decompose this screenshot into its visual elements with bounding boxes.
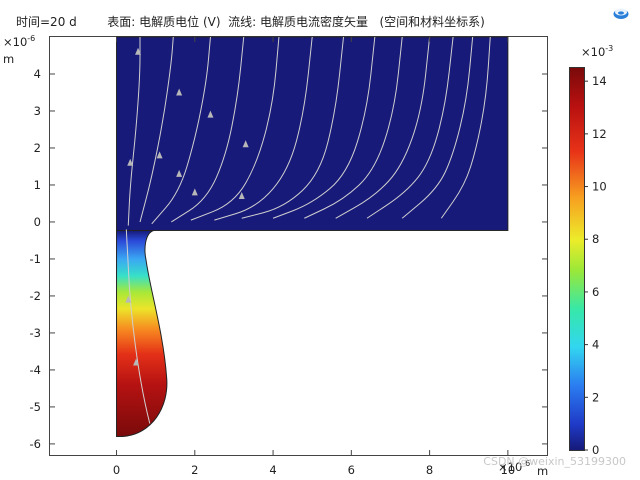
y-tick-label: -6 [30, 437, 41, 451]
streamline [304, 36, 403, 219]
y-axis-ticks: -6 -5 -4 -3 -2 -1 0 1 2 3 4 [30, 67, 547, 451]
y-unit-label: m [3, 52, 14, 66]
streamline [366, 36, 454, 219]
streamline [241, 36, 345, 219]
colorbar [569, 67, 585, 451]
streamline-arrow [156, 151, 163, 159]
x-scale-label: ×10-6 [498, 459, 530, 474]
notch-electrolyte-region [116, 229, 168, 438]
streamline-arrow [133, 358, 140, 366]
x-tick-label: 4 [269, 463, 276, 477]
streamline [190, 36, 280, 221]
y-tick-label: 2 [34, 141, 41, 155]
surface-label: 表面: 电解质电位 (V) [107, 15, 221, 29]
x-tick-label: 2 [191, 463, 198, 477]
colorbar-tick-label: 4 [592, 338, 599, 352]
streamline [125, 229, 151, 424]
colorbar-tick-label: 14 [592, 74, 607, 88]
x-tick-label: 0 [113, 463, 120, 477]
streamline-arrow [238, 192, 245, 200]
x-unit-label: m [537, 464, 548, 478]
y-tick-label: 4 [34, 67, 41, 81]
y-tick-label: -1 [30, 252, 41, 266]
x-tick-label: 8 [426, 463, 433, 477]
y-tick-label: 3 [34, 104, 41, 118]
comsol-logo-icon [613, 8, 629, 19]
streamline [171, 36, 245, 223]
streamline [440, 36, 491, 219]
y-tick-label: 1 [34, 178, 41, 192]
colorbar-tick-label: 12 [592, 127, 607, 141]
time-label: 时间=20 d [16, 15, 77, 29]
streamline-arrow [127, 158, 134, 166]
colorbar-ticks: 0 2 4 6 8 10 12 14 [584, 74, 607, 457]
streamline-arrow [242, 140, 249, 148]
watermark: CSDN @weixin_53199300 [483, 455, 626, 468]
colorbar-tick-label: 8 [592, 232, 599, 246]
y-scale-label: ×10-6 [3, 34, 35, 49]
y-tick-label: -3 [30, 326, 41, 340]
plot-title: 时间=20 d 表面: 电解质电位 (V) 流线: 电解质电流密度矢量 (空间和… [16, 13, 485, 30]
streamline [401, 36, 474, 219]
streamline-arrow [135, 47, 142, 55]
streamline [139, 36, 174, 223]
colorbar-tick-label: 10 [592, 180, 607, 194]
y-tick-label: 0 [34, 215, 41, 229]
streamline-arrow [125, 295, 132, 303]
streamline [335, 36, 431, 219]
streamline [151, 36, 211, 225]
streamline-arrow [176, 169, 183, 177]
colorbar-tick-label: 6 [592, 285, 599, 299]
streamline [272, 36, 376, 219]
streamlines [125, 36, 491, 424]
x-tick-label: 6 [348, 463, 355, 477]
surface-regions [116, 36, 509, 438]
x-tick-label: 10 [501, 463, 516, 477]
streamline [127, 37, 141, 226]
streamline-arrow [207, 110, 214, 118]
streamline [214, 36, 313, 221]
colorbar-tick-label: 0 [592, 443, 599, 457]
x-axis-ticks: 0 2 4 6 8 10 [113, 37, 515, 477]
streamline-label: 流线: 电解质电流密度矢量 [228, 15, 369, 29]
streamline-arrow [176, 88, 183, 96]
frame-label: (空间和材料坐标系) [379, 15, 485, 29]
colorbar-scale-label: ×10-3 [581, 44, 613, 59]
y-tick-label: -2 [30, 289, 41, 303]
y-tick-label: -5 [30, 400, 41, 414]
colorbar-tick-label: 2 [592, 390, 599, 404]
y-tick-label: -4 [30, 363, 41, 377]
streamline-arrow [191, 188, 198, 196]
